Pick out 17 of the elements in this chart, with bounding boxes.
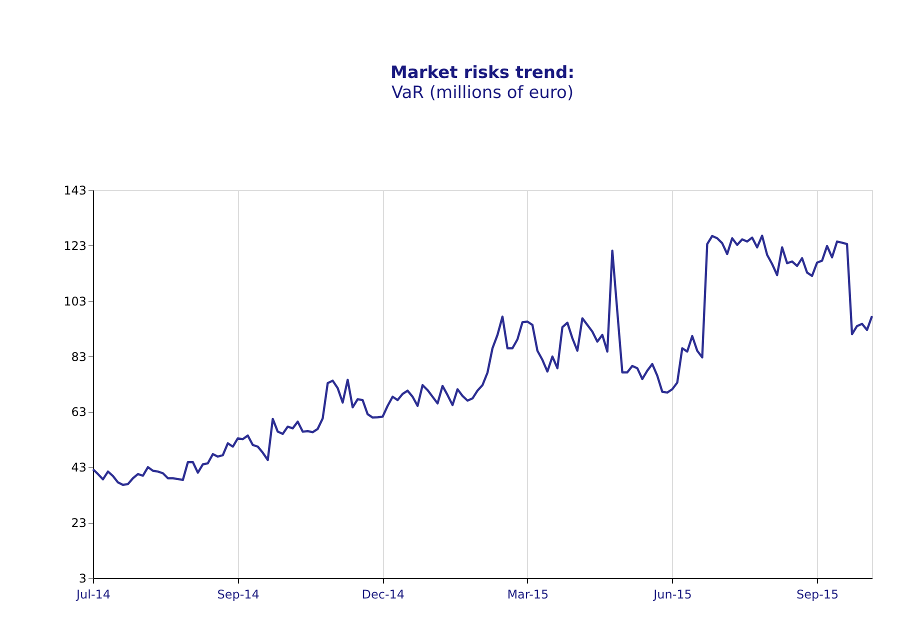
y-tick-label: 23 — [71, 516, 86, 530]
y-tick-label: 143 — [64, 184, 86, 198]
x-tick-label: Sep-14 — [217, 588, 260, 602]
chart-title: Market risks trend: — [390, 63, 574, 83]
y-tick-label: 103 — [64, 294, 86, 308]
x-tick-label: Jul-14 — [75, 588, 111, 602]
line-series — [92, 234, 874, 486]
y-tick-label: 123 — [64, 238, 86, 253]
y-tick-label: 43 — [71, 460, 86, 475]
x-tick-label: Sep-15 — [796, 588, 839, 602]
x-tick-label: Mar-15 — [507, 588, 549, 602]
chart-subtitle: VaR (millions of euro) — [391, 83, 574, 103]
x-tick-label: Jun-15 — [652, 588, 692, 602]
y-tick-label: 83 — [71, 350, 86, 364]
y-tick-label: 3 — [78, 572, 86, 586]
y-tick-label: 63 — [71, 405, 86, 420]
x-tick-label: Dec-14 — [362, 588, 405, 602]
